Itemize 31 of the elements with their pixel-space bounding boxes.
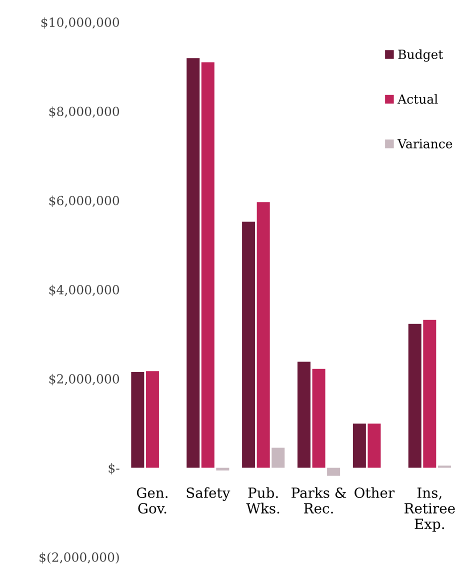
x-tick-label: Other — [354, 487, 395, 498]
bar — [242, 222, 256, 468]
y-tick-label: $(2,000,000) — [40, 552, 119, 564]
bar — [297, 362, 310, 468]
bar — [408, 324, 422, 468]
x-tick-label: Parks & Rec. — [292, 487, 346, 514]
y-tick-label: $2,000,000 — [49, 374, 120, 386]
bar — [423, 320, 436, 468]
y-tick-label: $8,000,000 — [49, 106, 120, 118]
y-tick-label: $4,000,000 — [49, 284, 120, 296]
bar — [216, 468, 230, 470]
x-tick-label: Safety — [186, 487, 230, 501]
bar — [256, 202, 270, 468]
bar — [186, 58, 200, 468]
legend-label: Actual — [397, 94, 438, 104]
x-tick-label: Gen. Gov. — [136, 487, 168, 514]
legend-label: Budget — [398, 49, 444, 62]
x-tick-label: Ins, Retiree Exp. — [404, 488, 455, 532]
x-tick-label: Pub. Wks. — [246, 487, 280, 514]
y-tick-label: $6,000,000 — [49, 196, 120, 207]
bar — [312, 368, 326, 468]
bar — [272, 448, 285, 468]
legend-label: Variance — [397, 139, 452, 148]
y-tick-label: $- — [108, 463, 120, 474]
bar — [201, 62, 214, 468]
bar — [368, 424, 381, 468]
bar — [146, 371, 159, 468]
bar — [131, 372, 144, 468]
bar — [327, 468, 340, 476]
bar — [352, 424, 366, 468]
y-tick-label: $10,000,000 — [41, 17, 120, 29]
